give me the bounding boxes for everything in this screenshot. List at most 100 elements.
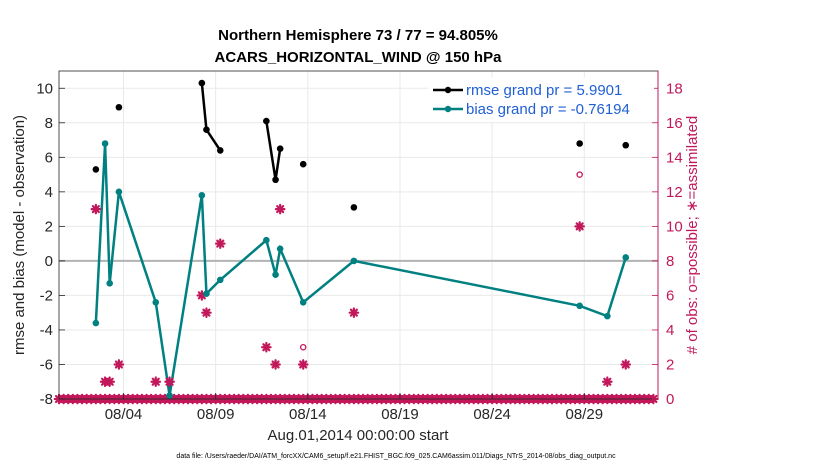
obs-assimilated-marker bbox=[348, 307, 360, 318]
y-right-tick-label: 16 bbox=[666, 115, 683, 132]
y-right-tick-label: 14 bbox=[666, 149, 683, 166]
obs-assimilated-stroke bbox=[621, 360, 630, 369]
legend: rmse grand pr = 5.9901 bias grand pr = -… bbox=[428, 78, 654, 122]
legend-rmse-label: rmse grand pr = 5.9901 bbox=[466, 82, 622, 99]
rmse-point bbox=[622, 141, 630, 149]
chart-title-line-1: Northern Hemisphere 73 / 77 = 94.805% bbox=[218, 27, 498, 44]
obs-assimilated-stroke bbox=[151, 377, 160, 386]
bias-point bbox=[299, 299, 307, 306]
obs-assimilated-marker bbox=[164, 376, 175, 388]
bias-point bbox=[101, 140, 109, 147]
rmse-points bbox=[92, 79, 630, 211]
obs-assimilated-marker bbox=[297, 359, 309, 370]
legend-bias-marker bbox=[444, 105, 452, 113]
obs-possible-marker bbox=[299, 343, 307, 351]
obs-assimilated-stroke bbox=[114, 360, 123, 369]
rmse-point bbox=[299, 160, 307, 168]
x-axis: 08/04 08/09 08/14 08/19 08/24 08/29 bbox=[105, 393, 603, 423]
obs-assimilated-stroke bbox=[216, 239, 225, 248]
rmse-point bbox=[263, 117, 270, 125]
y-tick-label: 4 bbox=[45, 184, 53, 201]
obs-assimilated-stroke bbox=[603, 377, 612, 386]
obs-assimilated-marker bbox=[602, 376, 613, 388]
data-file-footer: data file: /Users/raeder/DAI/ATM_forcXX/… bbox=[176, 453, 616, 460]
chart-title-line-2: ACARS_HORIZONTAL_WIND @ 150 hPa bbox=[215, 49, 503, 66]
y-axis-label: rmse and bias (model - observation) bbox=[11, 115, 28, 355]
obs-assimilated-stroke bbox=[299, 360, 308, 369]
obs-assimilated-marker bbox=[214, 238, 226, 249]
bias-point bbox=[272, 271, 279, 279]
bias-point bbox=[92, 319, 100, 327]
y-right-tick-label: 4 bbox=[666, 322, 674, 339]
rmse-point bbox=[272, 176, 279, 184]
y-right-tick-label: 0 bbox=[666, 391, 674, 408]
rmse-point bbox=[115, 103, 123, 111]
y-tick-label: 0 bbox=[45, 253, 53, 270]
bias-point bbox=[115, 188, 123, 196]
obs-assimilated-stroke bbox=[276, 205, 285, 214]
obs-assimilated-marker bbox=[90, 203, 102, 215]
rmse-point bbox=[576, 140, 583, 147]
obs-assimilated-marker bbox=[270, 359, 281, 370]
obs-assimilated-stroke bbox=[165, 377, 174, 386]
bias-points bbox=[92, 140, 630, 399]
y-right-tick-label: 2 bbox=[666, 356, 674, 373]
y-right-tick-label: 18 bbox=[666, 80, 683, 97]
obs-assimilated-marker bbox=[261, 341, 272, 353]
obs-assimilated-marker bbox=[274, 203, 286, 215]
obs-assimilated-marker bbox=[113, 359, 125, 370]
obs-assimilated-stroke bbox=[271, 360, 280, 369]
bias-point bbox=[604, 312, 611, 320]
bias-point bbox=[263, 236, 270, 244]
obs-assimilated-marker bbox=[201, 307, 212, 318]
obs-assimilated-stroke bbox=[349, 308, 358, 317]
x-tick-label: 08/14 bbox=[289, 406, 327, 423]
y-tick-label: -8 bbox=[40, 391, 53, 408]
x-tick-label: 08/04 bbox=[105, 406, 143, 423]
bias-point bbox=[106, 280, 113, 287]
obs-assimilated-marker bbox=[620, 359, 632, 370]
rmse-point bbox=[203, 126, 210, 133]
y-tick-label: -4 bbox=[40, 322, 53, 339]
legend-rmse-marker bbox=[444, 86, 452, 94]
obs-assimilated-stroke bbox=[262, 343, 271, 352]
obs-assimilated-stroke bbox=[575, 222, 584, 231]
x-tick-label: 08/29 bbox=[566, 406, 604, 423]
bias-point bbox=[350, 257, 358, 265]
rmse-point bbox=[276, 145, 284, 152]
y-axis-right-label: # of obs: o=possible; ∗=assimilated bbox=[684, 116, 701, 355]
obs-assimilated-marker bbox=[574, 221, 585, 232]
bias-point bbox=[166, 392, 173, 399]
bias-point bbox=[622, 254, 630, 261]
y-right-tick-label: 10 bbox=[666, 218, 683, 235]
y-tick-label: -6 bbox=[40, 356, 53, 373]
obs-assimilated-stroke bbox=[105, 377, 114, 386]
legend-bias-label: bias grand pr = -0.76194 bbox=[466, 101, 630, 118]
bias-point bbox=[576, 302, 583, 310]
obs-assimilated-marker bbox=[104, 376, 115, 388]
rmse-point bbox=[350, 204, 358, 211]
y-tick-label: 2 bbox=[45, 218, 53, 235]
y-tick-label: -2 bbox=[40, 287, 53, 304]
x-tick-label: 08/24 bbox=[473, 406, 511, 423]
obs-assimilated-stroke bbox=[91, 205, 100, 214]
rmse-point bbox=[198, 79, 206, 87]
y-tick-label: 8 bbox=[45, 115, 53, 132]
x-tick-label: 08/09 bbox=[197, 406, 235, 423]
bias-point bbox=[152, 299, 160, 306]
y-axis-right: 0 2 4 6 8 10 12 14 16 18 bbox=[652, 71, 683, 408]
bias-point bbox=[198, 191, 206, 199]
x-tick-label: 08/19 bbox=[381, 406, 419, 423]
obs-assimilated-marker bbox=[150, 376, 162, 388]
rmse-point bbox=[92, 166, 100, 173]
legend-box bbox=[428, 78, 654, 122]
y-right-tick-label: 12 bbox=[666, 184, 683, 201]
obs-possible-marker bbox=[576, 171, 583, 178]
y-tick-label: 10 bbox=[36, 80, 53, 97]
rmse-point bbox=[216, 147, 224, 154]
y-axis-left: -8 -6 -4 -2 0 2 4 6 8 10 bbox=[36, 80, 65, 408]
y-right-tick-label: 6 bbox=[666, 287, 674, 304]
plot-area bbox=[59, 71, 658, 399]
y-tick-label: 6 bbox=[45, 149, 53, 166]
x-axis-label: Aug.01,2014 00:00:00 start bbox=[268, 427, 450, 444]
